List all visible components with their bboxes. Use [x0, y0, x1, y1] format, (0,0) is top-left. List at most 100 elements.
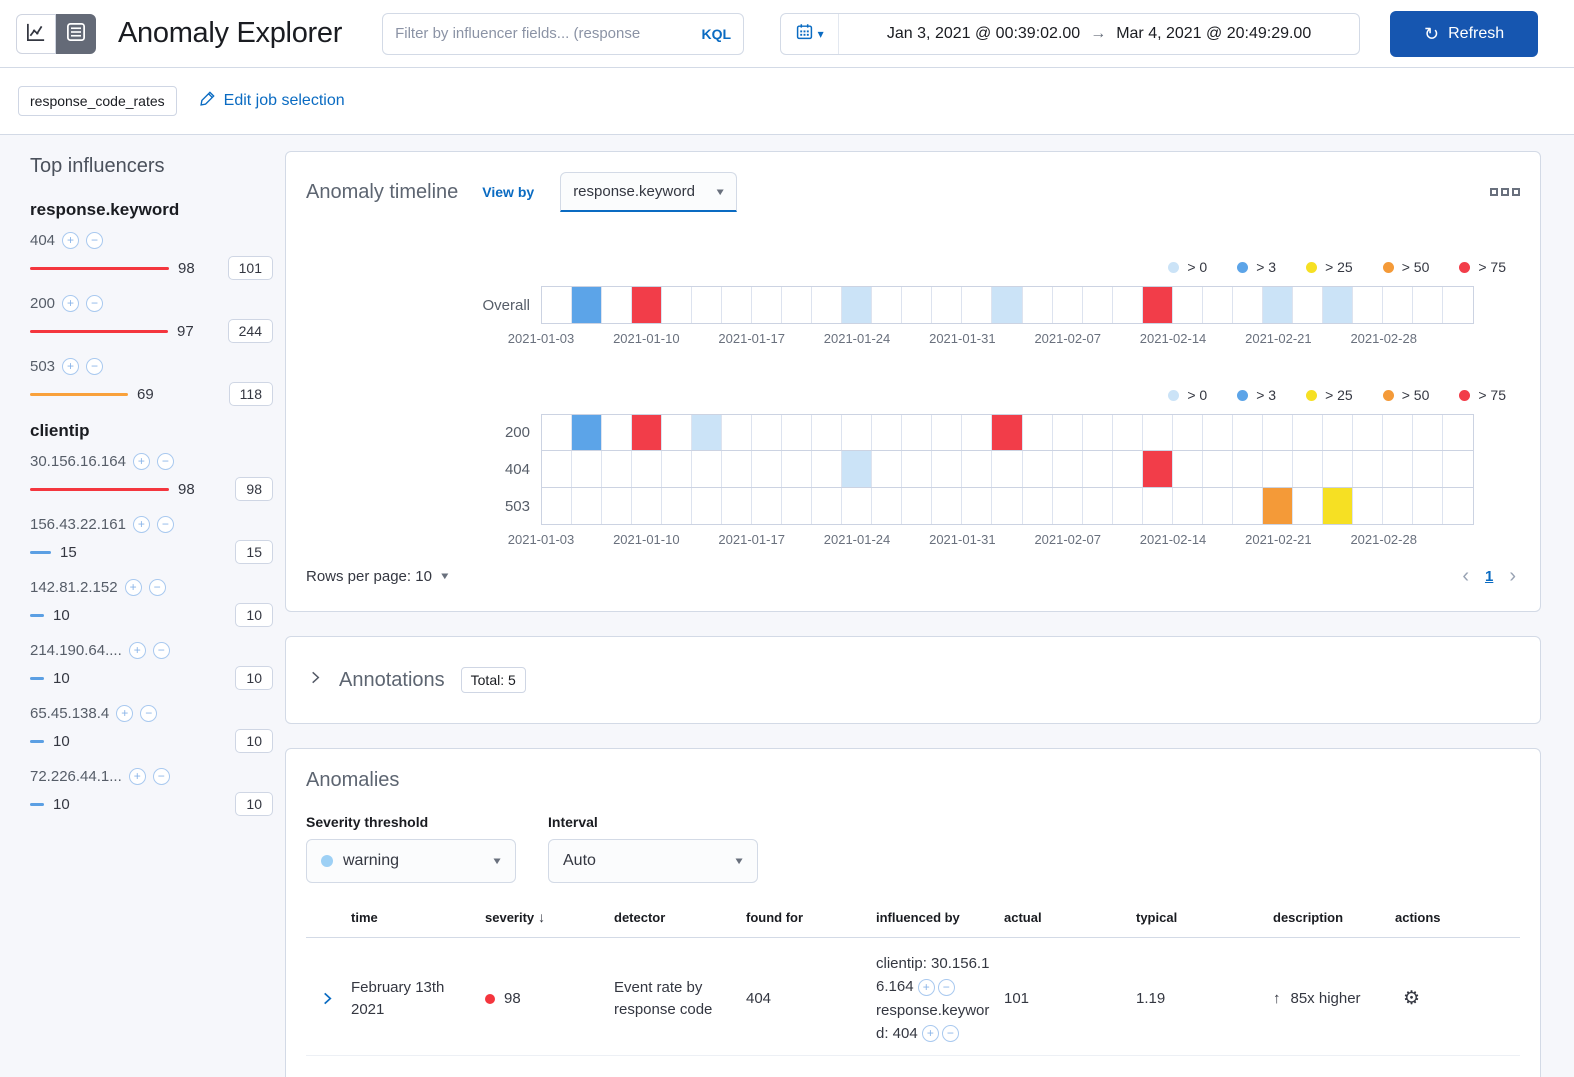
interval-select[interactable]: Auto ▼	[548, 839, 758, 883]
swimlane-cell[interactable]	[1413, 451, 1443, 487]
swimlane-cell[interactable]	[1083, 415, 1113, 450]
plus-icon[interactable]: +	[921, 1025, 939, 1043]
date-range-display[interactable]: Jan 3, 2021 @ 00:39:02.00 → Mar 4, 2021 …	[839, 25, 1359, 43]
swimlane-cell[interactable]	[632, 451, 663, 487]
plus-icon[interactable]: +	[116, 705, 134, 722]
minus-icon[interactable]: −	[156, 453, 174, 470]
swimlane-cell[interactable]	[1173, 287, 1203, 323]
swimlane-cell[interactable]	[722, 287, 753, 323]
swimlane-cell[interactable]	[572, 287, 603, 323]
column-header-description[interactable]: description	[1273, 909, 1344, 925]
swimlane-cell[interactable]	[782, 287, 813, 323]
swimlane-cell[interactable]	[542, 488, 573, 524]
plus-icon[interactable]: +	[132, 453, 150, 470]
actions-gear-icon[interactable]: ⚙	[1403, 988, 1421, 1009]
swimlane-cell[interactable]	[1083, 287, 1113, 323]
swimlane-cell[interactable]	[842, 415, 873, 450]
swimlane-cell[interactable]	[812, 488, 843, 524]
single-metric-viewer-button[interactable]	[16, 13, 56, 54]
swimlane-cell[interactable]	[692, 451, 723, 487]
previous-page-icon[interactable]: ‹	[1462, 564, 1469, 587]
plus-icon[interactable]: +	[917, 978, 935, 996]
minus-icon[interactable]: −	[148, 579, 166, 596]
column-header-actual[interactable]: actual	[1004, 909, 1042, 925]
swimlane-cell[interactable]	[632, 415, 663, 450]
swimlane-cell[interactable]	[812, 451, 843, 487]
swimlane-cell[interactable]	[1023, 488, 1053, 524]
swimlane-cell[interactable]	[722, 488, 753, 524]
minus-icon[interactable]: −	[152, 768, 170, 785]
calendar-menu-button[interactable]: ▾	[781, 13, 840, 54]
swimlane-cell[interactable]	[1113, 451, 1143, 487]
swimlane-cell[interactable]	[1053, 287, 1083, 323]
plus-icon[interactable]: +	[62, 295, 80, 312]
swimlane-cell[interactable]	[662, 415, 693, 450]
swimlane-cell[interactable]	[962, 451, 993, 487]
swimlane-cell[interactable]	[992, 415, 1023, 450]
column-header-detector[interactable]: detector	[614, 909, 666, 925]
swimlane-cell[interactable]	[1263, 451, 1293, 487]
swimlane-cell[interactable]	[812, 415, 843, 450]
plus-icon[interactable]: +	[124, 579, 142, 596]
swimlane-cell[interactable]	[1443, 415, 1473, 450]
swimlane-cell[interactable]	[992, 287, 1023, 323]
minus-icon[interactable]: −	[86, 295, 104, 312]
swimlane-cell[interactable]	[602, 415, 633, 450]
refresh-button[interactable]: ↻ Refresh	[1390, 10, 1539, 57]
kql-toggle[interactable]: KQL	[701, 25, 732, 42]
swimlane-cell[interactable]	[842, 287, 873, 323]
swimlane-cell[interactable]	[902, 451, 933, 487]
swimlane-cell[interactable]	[662, 287, 693, 323]
rows-per-page-selector[interactable]: Rows per page: 10 ▼	[306, 567, 451, 585]
swimlane-cell[interactable]	[572, 488, 603, 524]
swimlane-cell[interactable]	[1322, 488, 1353, 524]
column-header-severity[interactable]: severity ↓	[485, 909, 546, 925]
swimlane-cell[interactable]	[1113, 287, 1143, 323]
swimlane-cell[interactable]	[1053, 451, 1083, 487]
swimlane-cell[interactable]	[1203, 415, 1233, 450]
plus-icon[interactable]: +	[132, 516, 150, 533]
swimlane-cell[interactable]	[992, 488, 1023, 524]
minus-icon[interactable]: −	[156, 516, 174, 533]
minus-icon[interactable]: −	[86, 232, 104, 249]
swimlane-cell[interactable]	[692, 287, 723, 323]
plus-icon[interactable]: +	[128, 768, 146, 785]
swimlane-cell[interactable]	[1323, 415, 1353, 450]
swimlane-cell[interactable]	[1443, 287, 1473, 323]
page-number[interactable]: 1	[1484, 567, 1494, 585]
swimlane-cell[interactable]	[722, 415, 753, 450]
column-header-time[interactable]: time	[351, 909, 378, 925]
swimlane-cell[interactable]	[1353, 451, 1383, 487]
swimlane-cell[interactable]	[1083, 451, 1113, 487]
swimlane-cell[interactable]	[1173, 415, 1203, 450]
swimlane-cell[interactable]	[1233, 287, 1263, 323]
swimlane-cell[interactable]	[1083, 488, 1113, 524]
swimlane-cell[interactable]	[962, 287, 993, 323]
swimlane-cell[interactable]	[1383, 451, 1413, 487]
view-by-select[interactable]: response.keyword ▼	[560, 172, 738, 212]
swimlane-cell[interactable]	[1262, 287, 1293, 323]
next-page-icon[interactable]: ›	[1509, 564, 1516, 587]
swimlane-cell[interactable]	[662, 488, 693, 524]
plus-icon[interactable]: +	[62, 358, 80, 375]
plus-icon[interactable]: +	[128, 642, 146, 659]
swimlane-cell[interactable]	[1023, 451, 1053, 487]
swimlane-cell[interactable]	[692, 415, 723, 450]
swimlane-cell[interactable]	[602, 451, 633, 487]
swimlane-cell[interactable]	[542, 287, 573, 323]
swimlane-cell[interactable]	[602, 488, 633, 524]
swimlane-cell[interactable]	[542, 451, 573, 487]
swimlane-cell[interactable]	[692, 488, 723, 524]
swimlane-cell[interactable]	[1383, 287, 1413, 323]
swimlane-cell[interactable]	[542, 415, 573, 450]
swimlane-cell[interactable]	[572, 415, 603, 450]
swimlane-cell[interactable]	[782, 415, 813, 450]
swimlane-cell[interactable]	[1203, 451, 1233, 487]
swimlane-cell[interactable]	[1353, 287, 1383, 323]
swimlane-cell[interactable]	[1053, 415, 1083, 450]
swimlane-cell[interactable]	[1023, 415, 1053, 450]
swimlane-cell[interactable]	[1203, 488, 1233, 524]
swimlane-cell[interactable]	[1413, 287, 1443, 323]
swimlane-cell[interactable]	[842, 451, 873, 487]
swimlane-cell[interactable]	[1142, 451, 1173, 487]
